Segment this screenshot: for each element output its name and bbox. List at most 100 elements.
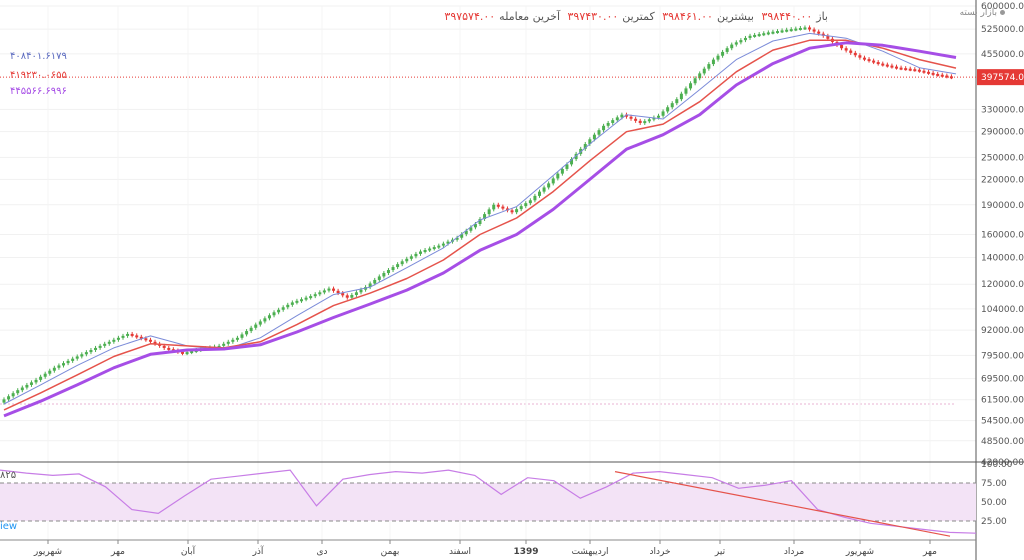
candle-body [249, 327, 253, 332]
time-tick-label: 1399 [513, 547, 538, 557]
time-axis: شهریور مهر آبان آذر دی بهمن اسفند 1399 اردیبهشت خ… [33, 540, 937, 557]
candle-body [222, 343, 226, 346]
time-tick-label: شهریور [845, 547, 874, 557]
candle-body [345, 295, 349, 298]
candle-body [290, 302, 294, 305]
ma1-value: ۴۰۸۴۰۱.۶۱۷۹ [10, 51, 67, 62]
candle-body [386, 270, 390, 274]
candle-body [185, 352, 189, 355]
candle-body [409, 256, 413, 259]
price-tick-label: 42900.00 [981, 458, 1024, 468]
candle-body [524, 203, 528, 207]
candle-body [675, 99, 679, 104]
candle-body [789, 29, 793, 32]
candle-body [661, 111, 665, 116]
candle-body [332, 288, 336, 291]
high-label: بیشترین [716, 10, 754, 23]
time-tick-label: مرداد [784, 547, 804, 557]
candle-body [167, 347, 171, 350]
candle-body [908, 68, 912, 71]
price-tick-label: 220000.00 [981, 175, 1024, 185]
time-tick-label: مهر [922, 547, 937, 557]
candle-body [20, 387, 24, 391]
candle-body [190, 351, 194, 354]
rsi-panel [0, 469, 977, 537]
candle-body [528, 200, 532, 204]
last-value: ۳۹۷۵۷۴.۰۰ [444, 10, 496, 23]
candle-body [913, 69, 917, 72]
candle-body [624, 114, 628, 117]
candle-body [849, 50, 853, 53]
candle-body [437, 245, 441, 248]
candle-body [922, 70, 926, 73]
candle-body [588, 139, 592, 145]
candle-body [734, 42, 738, 45]
candle-body [927, 71, 931, 74]
candle-body [492, 204, 496, 210]
candle-body [798, 28, 802, 31]
candle-body [11, 393, 15, 397]
time-tick-label: تیر [714, 547, 726, 557]
candle-body [272, 312, 276, 316]
ma-line-2 [3, 39, 957, 411]
candle-body [945, 75, 949, 78]
candle-body [702, 68, 706, 74]
candle-body [103, 343, 107, 346]
candle-body [858, 55, 862, 58]
candle-body [48, 370, 52, 374]
candle-body [940, 74, 944, 77]
candle-body [679, 93, 683, 100]
open-value: ۳۹۸۴۴۰.۰۰ [761, 10, 813, 23]
candle-body [71, 358, 75, 361]
rsi-line [0, 469, 977, 534]
candle-body [904, 68, 908, 71]
last-price-marker: 397574.00 [0, 69, 1024, 86]
candle-body [217, 345, 221, 348]
candle-body [592, 134, 596, 140]
low-label: کمترین [622, 10, 655, 23]
candle-body [414, 253, 418, 257]
candle-body [899, 67, 903, 70]
candle-body [620, 114, 624, 118]
price-tick-label: 250000.00 [981, 153, 1024, 163]
candle-body [258, 321, 262, 325]
candle-body [309, 296, 313, 299]
time-tick-label: خرداد [649, 547, 670, 557]
candle-body [844, 48, 848, 51]
candle-body [478, 218, 482, 224]
candle-body [565, 164, 569, 169]
candle-body [652, 117, 656, 120]
candle-body [597, 130, 601, 135]
candle-body [327, 288, 331, 291]
candle-body [936, 73, 940, 76]
candle-body [84, 352, 88, 355]
candle-body [721, 51, 725, 56]
candle-body [432, 247, 436, 250]
candle-body [881, 63, 885, 66]
candle-body [533, 195, 537, 201]
price-tick-label: 190000.00 [981, 201, 1024, 211]
candle-body [657, 115, 660, 118]
candle-body [780, 30, 784, 33]
candle-body [757, 34, 761, 37]
candle-body [121, 335, 125, 338]
candle-body [300, 299, 303, 302]
candle-body [496, 204, 500, 207]
candle-body [739, 40, 743, 43]
candle-body [615, 117, 619, 121]
candle-body [286, 304, 290, 308]
candle-body [771, 31, 775, 34]
candle-body [34, 379, 38, 383]
time-tick-label: آذر [252, 545, 264, 557]
time-tick-label: مهر [110, 547, 125, 557]
candle-body [396, 264, 400, 268]
candle-body [684, 88, 688, 94]
candle-body [487, 209, 491, 215]
market-status: بازار بسته [945, 8, 1005, 18]
ma3-value: ۴۴۵۵۶۶.۶۹۹۶ [10, 86, 67, 97]
candle-body [281, 307, 285, 310]
time-tick-label: اسفند [449, 547, 471, 557]
rsi-axis: 100.00 75.00 50.00 25.00 [981, 460, 1013, 527]
